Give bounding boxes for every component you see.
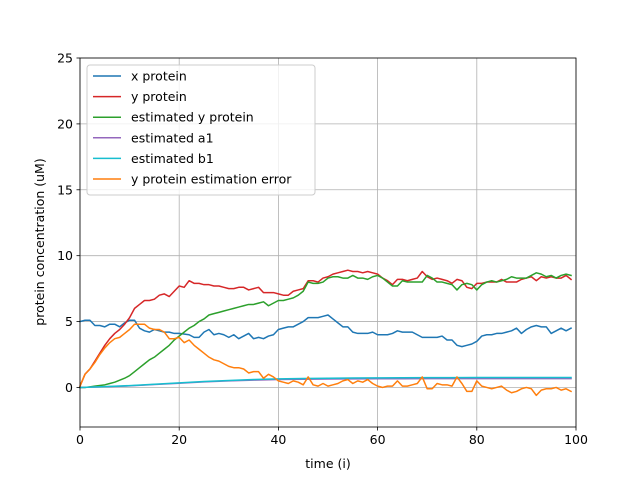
x-tick-label: 80 <box>469 432 485 447</box>
series-lines <box>79 269 573 397</box>
y-tick-label: 20 <box>57 116 73 131</box>
x-tick-label: 40 <box>270 432 286 447</box>
series-line-x-protein <box>79 314 573 348</box>
series-line-estimated-b1 <box>79 376 572 389</box>
y-tick-label: 10 <box>57 248 73 263</box>
legend-label-estimated-a1: estimated a1 <box>131 130 214 145</box>
legend: x protein y protein estimated y protein est… <box>86 64 316 196</box>
y-tick-label: 5 <box>65 314 73 329</box>
x-tick-label: 60 <box>370 432 386 447</box>
y-axis-ticks: 0 5 10 15 20 25 <box>57 51 80 395</box>
y-tick-label: 25 <box>57 51 73 66</box>
series-line-estimated-y-protein <box>79 272 572 389</box>
legend-label-x-protein: x protein <box>131 69 187 84</box>
legend-label-y-protein-estimation-error: y protein estimation error <box>131 172 292 187</box>
y-tick-label: 15 <box>57 182 73 197</box>
x-tick-label: 100 <box>564 432 588 447</box>
plot-frame <box>79 57 577 428</box>
legend-label-estimated-y-protein: estimated y protein <box>131 110 254 125</box>
x-axis-ticks: 0 20 40 60 80 100 <box>76 427 588 447</box>
series-line-y-protein-estimation-error <box>79 323 573 397</box>
x-tick-label: 0 <box>76 432 84 447</box>
y-tick-label: 0 <box>65 380 73 395</box>
legend-label-y-protein: y protein <box>131 89 187 104</box>
legend-label-estimated-b1: estimated b1 <box>131 151 214 166</box>
x-axis-label: time (i) <box>305 456 350 471</box>
x-tick-label: 20 <box>171 432 187 447</box>
y-axis-label: protein concentration (uM) <box>32 158 47 325</box>
legend-box <box>86 64 316 196</box>
